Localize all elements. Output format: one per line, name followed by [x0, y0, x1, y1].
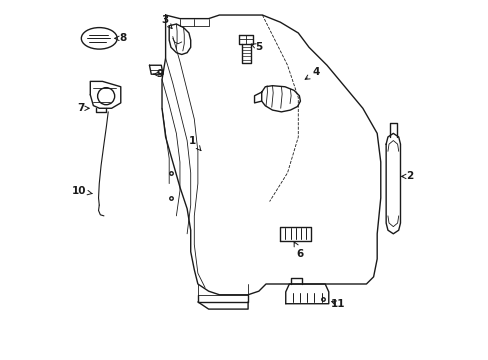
Text: 11: 11	[330, 299, 344, 309]
Text: 10: 10	[71, 186, 92, 196]
Text: 4: 4	[305, 67, 319, 79]
Text: 3: 3	[161, 15, 172, 28]
Text: 6: 6	[293, 242, 303, 258]
Text: 8: 8	[115, 33, 126, 43]
Text: 2: 2	[401, 171, 412, 181]
Text: 1: 1	[188, 136, 201, 150]
Text: 5: 5	[251, 42, 262, 52]
Text: 9: 9	[153, 69, 163, 79]
Text: 7: 7	[78, 103, 89, 113]
